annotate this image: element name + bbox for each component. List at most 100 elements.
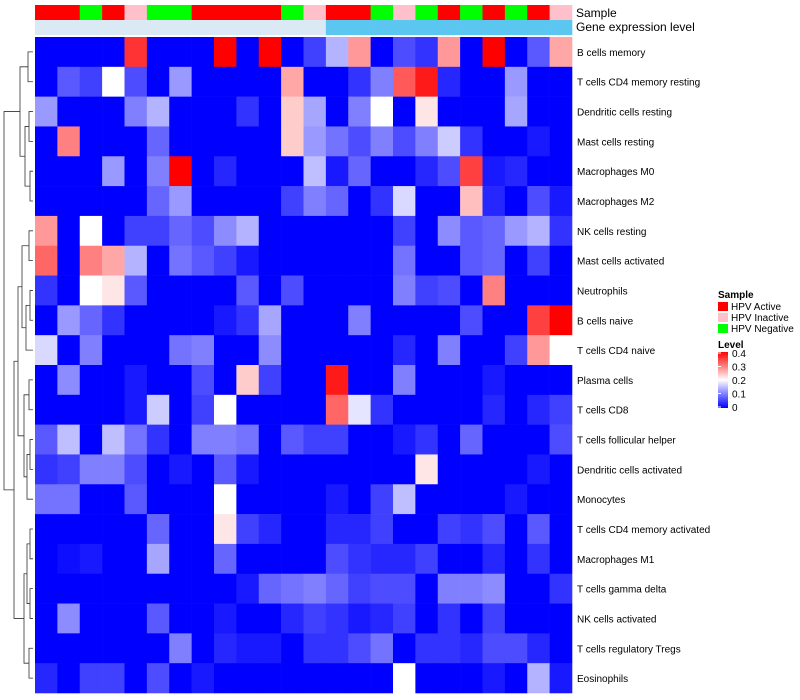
heatmap-cell [393, 275, 416, 306]
sample-track-cell [169, 5, 192, 20]
heatmap-cell [325, 365, 349, 396]
heatmap-cell [393, 454, 416, 485]
heatmap-cell [549, 245, 573, 276]
heatmap-cell [415, 543, 439, 575]
heatmap-cell [325, 603, 349, 634]
heatmap-cell [393, 394, 416, 425]
heatmap-cell [214, 305, 237, 336]
dendrogram-branch [28, 379, 33, 411]
heatmap-cell [146, 156, 170, 187]
heatmap-cell [214, 394, 237, 425]
sample-track-cell [258, 5, 282, 20]
heatmap-cell [35, 305, 58, 336]
heatmap-cell [236, 215, 260, 247]
row-label: Mast cells resting [577, 137, 654, 148]
heatmap-cell [303, 156, 327, 187]
heatmap-cell [527, 424, 550, 455]
heatmap-cell [504, 186, 528, 217]
gene-expression-track-cell [482, 20, 506, 35]
legend-swatch-hpv-active [718, 302, 728, 311]
heatmap-cell [57, 603, 81, 634]
row-dendrogram [3, 51, 33, 679]
heatmap-cell [303, 335, 327, 366]
heatmap-cell [35, 603, 58, 634]
heatmap-cell [325, 126, 349, 157]
heatmap-cell [124, 305, 148, 336]
heatmap-cell [482, 543, 506, 575]
gene-expression-track-cell [146, 20, 170, 35]
heatmap-cell [303, 424, 327, 455]
heatmap-cell [79, 633, 103, 664]
heatmap-cell [527, 66, 550, 97]
heatmap-cell [258, 365, 282, 396]
heatmap-cell [35, 573, 58, 604]
heatmap-cell [57, 424, 81, 455]
heatmap-cells [35, 37, 573, 694]
heatmap-cell [348, 305, 371, 336]
row-label: Macrophages M0 [577, 167, 655, 178]
heatmap-cell [415, 633, 439, 664]
sample-track-cell [57, 5, 81, 20]
heatmap-cell [393, 335, 416, 366]
heatmap-cell [348, 275, 371, 306]
heatmap-cell [549, 186, 573, 217]
heatmap-cell [393, 484, 416, 515]
heatmap-cell [549, 335, 573, 366]
heatmap-cell [57, 215, 81, 247]
heatmap-cell [57, 573, 81, 604]
heatmap-cell [124, 96, 148, 127]
heatmap-cell [482, 186, 506, 217]
heatmap-cell [191, 394, 215, 425]
heatmap-cell [527, 335, 550, 366]
heatmap-cell [35, 66, 58, 97]
gene-expression-track-cell [415, 20, 439, 35]
heatmap-cell [325, 275, 349, 306]
heatmap-cell [460, 394, 483, 425]
heatmap-cell [348, 603, 371, 634]
heatmap-cell [35, 126, 58, 157]
heatmap-cell [236, 126, 260, 157]
heatmap-cell [79, 543, 103, 575]
heatmap-cell [102, 543, 125, 575]
heatmap-cell [437, 126, 461, 157]
sample-track-cell [79, 5, 103, 20]
heatmap-cell [258, 394, 282, 425]
gene-expression-track-cell [460, 20, 483, 35]
dendrogram-branch [28, 647, 33, 679]
heatmap-cell [146, 663, 170, 694]
heatmap-cell [124, 573, 148, 604]
heatmap-cell [482, 245, 506, 276]
heatmap-cell [214, 66, 237, 97]
heatmap-cell [124, 156, 148, 187]
heatmap-cell [370, 186, 394, 217]
heatmap-cell [35, 514, 58, 545]
heatmap-cell [325, 156, 349, 187]
heatmap-cell [415, 454, 439, 485]
heatmap-cell [460, 365, 483, 396]
heatmap-cell [169, 543, 192, 575]
heatmap-cell [348, 424, 371, 455]
heatmap-cell [303, 633, 327, 664]
heatmap-cell [549, 66, 573, 97]
row-label: T cells CD4 memory activated [577, 525, 710, 536]
heatmap-cell [214, 543, 237, 575]
heatmap-cell [482, 663, 506, 694]
heatmap-cell [281, 424, 304, 455]
sample-track-cell [482, 5, 506, 20]
heatmap-cell [258, 573, 282, 604]
heatmap-cell [57, 186, 81, 217]
heatmap-cell [482, 126, 506, 157]
heatmap-cell [549, 365, 573, 396]
heatmap-cell [169, 603, 192, 634]
heatmap-cell [124, 186, 148, 217]
heatmap-cell [124, 633, 148, 664]
heatmap-cell [415, 573, 439, 604]
sample-track-cell [460, 5, 483, 20]
heatmap-cell [325, 66, 349, 97]
heatmap-cell [146, 37, 170, 68]
heatmap-cell [527, 394, 550, 425]
heatmap-cell [370, 394, 394, 425]
heatmap-cell [303, 603, 327, 634]
heatmap-cell [415, 156, 439, 187]
heatmap-cell [482, 335, 506, 366]
